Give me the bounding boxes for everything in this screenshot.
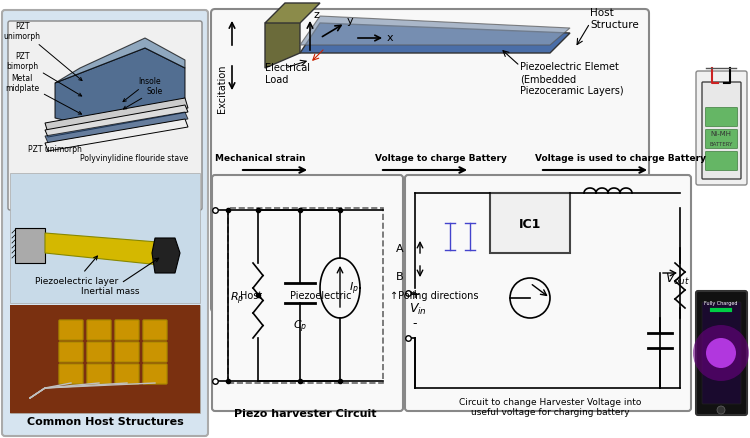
FancyBboxPatch shape <box>59 342 83 362</box>
FancyBboxPatch shape <box>696 291 747 415</box>
Text: -: - <box>413 317 417 330</box>
Polygon shape <box>152 238 180 273</box>
Text: IC1: IC1 <box>519 217 542 230</box>
FancyBboxPatch shape <box>340 256 540 268</box>
FancyBboxPatch shape <box>211 10 649 312</box>
Text: BATTERY: BATTERY <box>710 141 733 146</box>
FancyBboxPatch shape <box>702 302 741 404</box>
Circle shape <box>693 325 749 381</box>
Text: Polyvinylidine flouride stave: Polyvinylidine flouride stave <box>80 154 188 162</box>
FancyBboxPatch shape <box>340 238 540 288</box>
FancyBboxPatch shape <box>87 364 111 384</box>
Text: PZT
unimorph: PZT unimorph <box>4 21 82 81</box>
Text: y: y <box>347 16 354 26</box>
FancyBboxPatch shape <box>143 320 167 340</box>
Text: $V_{out}$: $V_{out}$ <box>665 271 690 286</box>
FancyBboxPatch shape <box>10 305 200 413</box>
Polygon shape <box>265 9 300 69</box>
Text: Sole: Sole <box>123 87 164 110</box>
Text: Voltage is used to charge Battery: Voltage is used to charge Battery <box>535 154 706 162</box>
Text: $C_p$: $C_p$ <box>292 318 308 335</box>
FancyBboxPatch shape <box>696 72 747 186</box>
FancyBboxPatch shape <box>706 108 737 127</box>
Text: z: z <box>313 10 319 20</box>
Text: Ni-MH: Ni-MH <box>710 131 731 137</box>
Text: B: B <box>396 272 404 281</box>
Polygon shape <box>45 233 170 266</box>
Polygon shape <box>15 229 45 263</box>
FancyBboxPatch shape <box>225 290 237 300</box>
Text: Insole: Insole <box>123 77 161 102</box>
FancyBboxPatch shape <box>2 11 208 436</box>
FancyBboxPatch shape <box>490 194 570 254</box>
Text: $R_p$: $R_p$ <box>230 290 244 307</box>
Polygon shape <box>45 99 188 134</box>
Text: $V_{in}$: $V_{in}$ <box>409 301 427 316</box>
FancyBboxPatch shape <box>143 364 167 384</box>
Text: Piezo harvester Circuit: Piezo harvester Circuit <box>234 408 376 418</box>
Text: Electrical
Load: Electrical Load <box>265 63 310 85</box>
Text: ↑Poling directions: ↑Poling directions <box>390 290 478 300</box>
FancyBboxPatch shape <box>10 173 200 303</box>
Polygon shape <box>55 39 185 84</box>
Text: Piezoelectric layer: Piezoelectric layer <box>35 257 118 285</box>
FancyBboxPatch shape <box>405 176 691 411</box>
Text: Mechanical strain: Mechanical strain <box>215 154 305 162</box>
FancyBboxPatch shape <box>8 22 202 211</box>
Text: PZT unimorph: PZT unimorph <box>28 145 82 154</box>
Polygon shape <box>300 24 570 54</box>
Text: Inertial mass: Inertial mass <box>81 258 159 295</box>
Text: Fully Charged: Fully Charged <box>704 301 738 306</box>
FancyBboxPatch shape <box>212 176 403 411</box>
Polygon shape <box>45 113 188 144</box>
FancyBboxPatch shape <box>143 342 167 362</box>
Polygon shape <box>265 4 320 24</box>
Circle shape <box>717 406 725 414</box>
FancyBboxPatch shape <box>706 130 737 149</box>
Text: Common Host Structures: Common Host Structures <box>27 416 183 426</box>
Text: +: + <box>410 287 420 300</box>
Text: Metal
midplate: Metal midplate <box>5 74 82 115</box>
Text: Circuit to change Harvester Voltage into
useful voltage for charging battery: Circuit to change Harvester Voltage into… <box>459 397 641 416</box>
Polygon shape <box>300 17 570 46</box>
Polygon shape <box>55 49 185 129</box>
Text: PZT
bimorph: PZT bimorph <box>6 52 82 97</box>
Text: Excitation: Excitation <box>217 64 227 113</box>
Text: Host
Structure: Host Structure <box>590 8 639 30</box>
Text: Piezoelectric Elemet
(Embedded
Piezoceramic Layers): Piezoelectric Elemet (Embedded Piezocera… <box>520 62 624 95</box>
Text: $I_p$: $I_p$ <box>349 280 358 297</box>
Circle shape <box>706 338 736 368</box>
FancyBboxPatch shape <box>115 342 139 362</box>
Text: Voltage to charge Battery: Voltage to charge Battery <box>375 154 507 162</box>
Text: Piezoelectric: Piezoelectric <box>290 290 352 300</box>
FancyBboxPatch shape <box>10 305 200 413</box>
Polygon shape <box>45 120 188 152</box>
FancyBboxPatch shape <box>59 320 83 340</box>
Text: x: x <box>387 33 394 43</box>
FancyBboxPatch shape <box>115 364 139 384</box>
FancyBboxPatch shape <box>115 320 139 340</box>
FancyBboxPatch shape <box>59 364 83 384</box>
Polygon shape <box>45 106 188 138</box>
Text: A: A <box>396 244 404 254</box>
FancyBboxPatch shape <box>275 290 287 300</box>
Text: Host: Host <box>240 290 262 300</box>
FancyBboxPatch shape <box>87 342 111 362</box>
FancyBboxPatch shape <box>702 83 741 180</box>
FancyBboxPatch shape <box>87 320 111 340</box>
FancyBboxPatch shape <box>706 152 737 171</box>
